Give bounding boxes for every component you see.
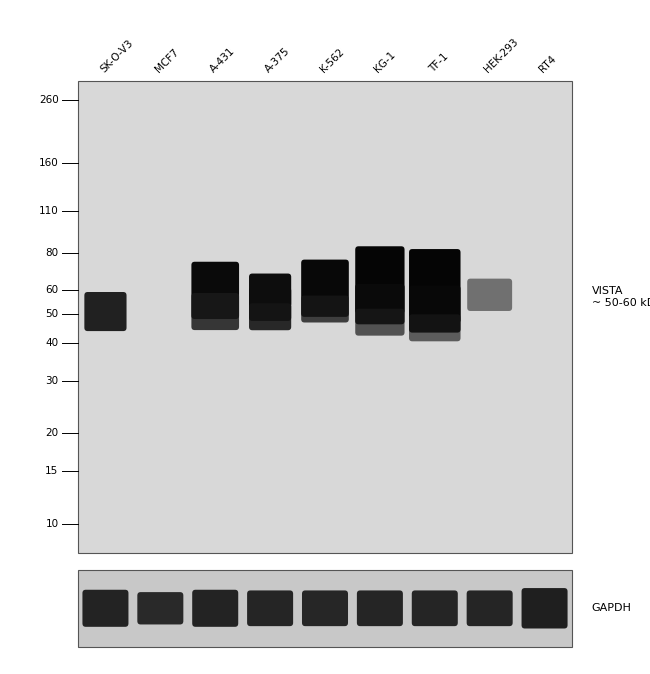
FancyBboxPatch shape	[409, 249, 461, 324]
Text: SK-O-V3: SK-O-V3	[98, 38, 135, 74]
FancyBboxPatch shape	[411, 590, 458, 626]
Text: 15: 15	[46, 466, 58, 476]
Text: 10: 10	[46, 518, 58, 528]
FancyBboxPatch shape	[467, 590, 513, 626]
FancyBboxPatch shape	[302, 590, 348, 626]
Text: K-562: K-562	[318, 47, 346, 74]
Text: 60: 60	[46, 285, 58, 295]
FancyBboxPatch shape	[356, 246, 404, 313]
Text: RT4: RT4	[538, 53, 558, 74]
FancyBboxPatch shape	[356, 284, 404, 324]
FancyBboxPatch shape	[301, 295, 349, 322]
FancyBboxPatch shape	[78, 570, 572, 647]
Text: 110: 110	[39, 206, 58, 216]
Text: 20: 20	[46, 429, 58, 438]
Text: 260: 260	[39, 94, 58, 104]
FancyBboxPatch shape	[78, 81, 572, 553]
FancyBboxPatch shape	[357, 590, 403, 626]
Text: A-431: A-431	[208, 46, 237, 74]
Text: TF-1: TF-1	[428, 51, 450, 74]
Text: 50: 50	[46, 309, 58, 319]
FancyBboxPatch shape	[192, 590, 239, 627]
FancyBboxPatch shape	[247, 590, 293, 626]
FancyBboxPatch shape	[83, 590, 129, 627]
Text: 80: 80	[46, 248, 58, 258]
FancyBboxPatch shape	[191, 293, 239, 330]
FancyBboxPatch shape	[409, 285, 461, 332]
FancyBboxPatch shape	[249, 287, 291, 321]
FancyBboxPatch shape	[191, 262, 239, 319]
Text: VISTA
~ 50-60 kDa: VISTA ~ 50-60 kDa	[592, 286, 650, 308]
FancyBboxPatch shape	[301, 259, 349, 317]
Text: MCF7: MCF7	[153, 47, 181, 74]
FancyBboxPatch shape	[521, 588, 567, 628]
FancyBboxPatch shape	[137, 592, 183, 624]
Text: A-375: A-375	[263, 46, 292, 74]
Text: 160: 160	[39, 158, 58, 168]
Text: HEK-293: HEK-293	[482, 36, 521, 74]
FancyBboxPatch shape	[249, 274, 291, 307]
FancyBboxPatch shape	[467, 278, 512, 311]
FancyBboxPatch shape	[84, 292, 127, 331]
Text: KG-1: KG-1	[373, 49, 398, 74]
FancyBboxPatch shape	[249, 303, 291, 330]
FancyBboxPatch shape	[409, 314, 461, 341]
Text: 30: 30	[46, 375, 58, 386]
Text: 40: 40	[46, 338, 58, 348]
Text: GAPDH: GAPDH	[592, 603, 631, 613]
FancyBboxPatch shape	[356, 309, 404, 336]
